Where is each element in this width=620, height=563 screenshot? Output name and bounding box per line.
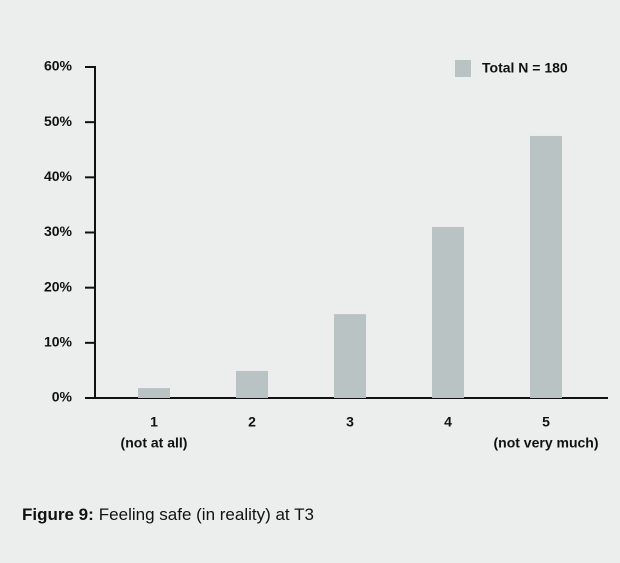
x-tick-label: 1 (150, 414, 158, 430)
y-tick-label: 40% (44, 168, 73, 184)
bar (530, 135, 562, 399)
y-tick-label: 60% (44, 58, 73, 74)
caption: Figure 9: Feeling safe (in reality) at T3 (22, 505, 314, 524)
bar (236, 370, 268, 398)
legend-label: Total N = 180 (482, 60, 568, 76)
caption-label: Figure 9: (22, 505, 94, 524)
legend-swatch (455, 60, 471, 77)
y-tick-label: 20% (44, 278, 73, 294)
bar (138, 388, 170, 398)
y-tick-label: 30% (44, 223, 73, 239)
x-tick-note: (not very much) (493, 435, 598, 451)
x-tick-label: 2 (248, 414, 256, 430)
x-tick-label: 4 (444, 414, 452, 430)
x-tick-label: 3 (346, 414, 354, 430)
caption-text: Feeling safe (in reality) at T3 (99, 505, 314, 524)
bar (334, 314, 366, 398)
y-tick-label: 50% (44, 113, 73, 129)
x-tick-label: 5 (542, 414, 550, 430)
y-tick-label: 0% (52, 389, 73, 405)
x-tick-note: (not at all) (121, 435, 188, 451)
bar (432, 226, 464, 398)
y-tick-label: 10% (44, 334, 73, 350)
